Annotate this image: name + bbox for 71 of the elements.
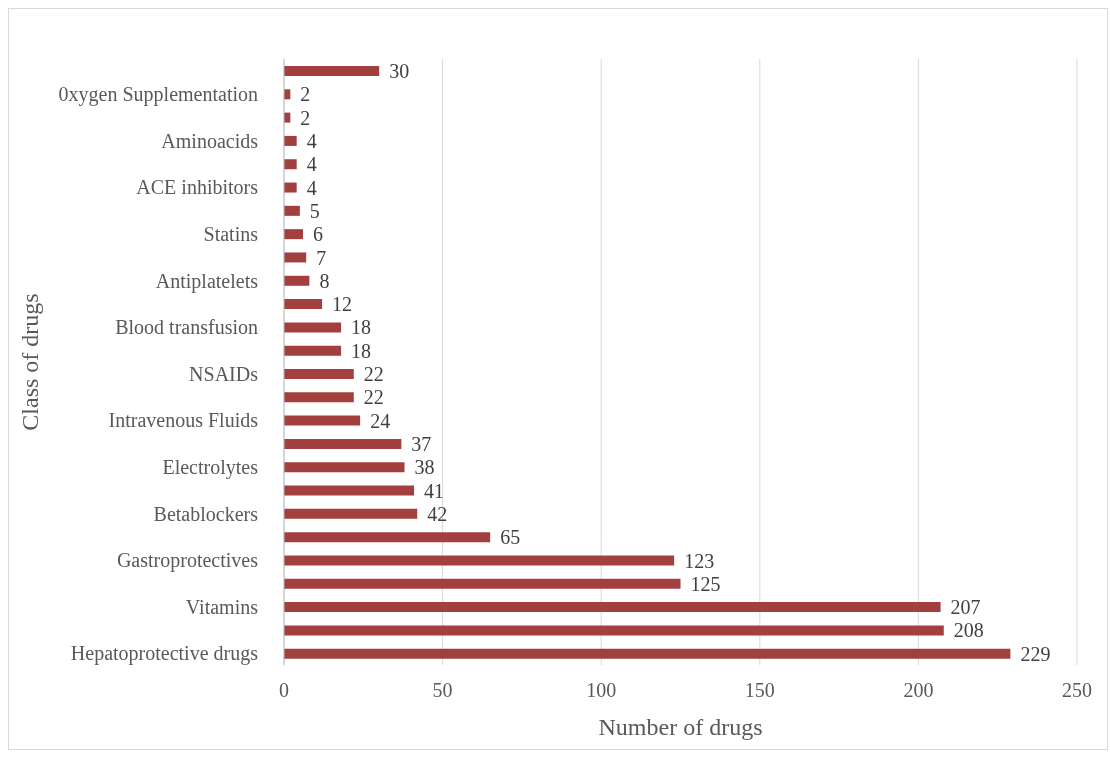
bar [284, 602, 941, 613]
x-tick-label: 150 [744, 679, 775, 702]
bar [284, 415, 361, 426]
y-tick-label: Statins [203, 222, 259, 245]
data-label: 5 [309, 199, 320, 222]
data-label: 207 [950, 596, 981, 619]
x-tick-label: 50 [432, 679, 453, 702]
bar [284, 182, 297, 193]
data-label: 125 [690, 572, 721, 595]
data-label: 4 [306, 153, 317, 176]
x-tick-label: 0 [279, 679, 289, 702]
data-label: 22 [363, 386, 384, 409]
data-label: 30 [389, 60, 410, 83]
bar [284, 508, 418, 519]
data-label: 42 [427, 502, 448, 525]
bar [284, 252, 307, 263]
data-label: 65 [500, 526, 521, 549]
data-label: 6 [313, 223, 324, 246]
x-tick-label: 250 [1062, 679, 1092, 702]
bar [284, 275, 310, 286]
data-label: 22 [363, 363, 384, 386]
bar [284, 485, 415, 496]
data-label: 18 [351, 316, 372, 339]
bar [284, 648, 1011, 659]
bar [284, 229, 304, 240]
bar [284, 555, 675, 566]
data-label: 38 [414, 456, 435, 479]
bar [284, 135, 297, 146]
data-label: 8 [319, 269, 330, 292]
x-tick-label: 100 [586, 679, 617, 702]
y-tick-label: Intravenous Fluids [108, 409, 259, 432]
bar [284, 462, 405, 473]
y-tick-label: Vitamins [185, 595, 259, 618]
bar [284, 205, 300, 216]
bar [284, 625, 944, 636]
data-label: 18 [351, 339, 372, 362]
y-tick-label: Blood transfusion [115, 316, 258, 339]
data-label: 2 [300, 106, 311, 129]
y-tick-label: Gastroprotectives [116, 549, 259, 573]
y-tick-label: Aminoacids [161, 129, 259, 152]
data-label: 2 [300, 83, 311, 106]
bar [284, 578, 681, 589]
bar [284, 299, 323, 310]
y-tick-label: Antiplatelets [155, 269, 259, 293]
y-tick-label: Betablockers [153, 502, 259, 525]
data-label: 12 [332, 293, 353, 316]
y-axis-title: Class of drugs [16, 293, 43, 431]
y-tick-label: Electrolytes [162, 455, 259, 479]
data-label: 41 [424, 479, 445, 502]
bar [284, 322, 342, 333]
data-label: 24 [370, 409, 391, 432]
bar [284, 438, 402, 449]
data-label: 4 [306, 130, 317, 153]
bar [284, 66, 380, 76]
y-tick-label: NSAIDs [189, 362, 259, 385]
y-tick-label: 0xygen Supplementation [58, 83, 258, 107]
data-label: 4 [306, 176, 317, 199]
data-label: 123 [684, 549, 715, 572]
bar [284, 345, 342, 356]
bar [284, 392, 354, 403]
bar [284, 532, 491, 543]
data-label: 7 [316, 246, 327, 269]
y-tick-label: Hepatoprotective drugs [70, 642, 259, 666]
bar [284, 159, 297, 170]
data-label: 229 [1020, 642, 1051, 665]
data-label: 37 [411, 433, 432, 456]
y-tick-label: ACE inhibitors [136, 176, 259, 199]
x-axis-title: Number of drugs [598, 714, 763, 740]
bar [284, 369, 354, 379]
x-tick-label: 200 [903, 679, 934, 702]
data-label: 208 [953, 619, 984, 642]
